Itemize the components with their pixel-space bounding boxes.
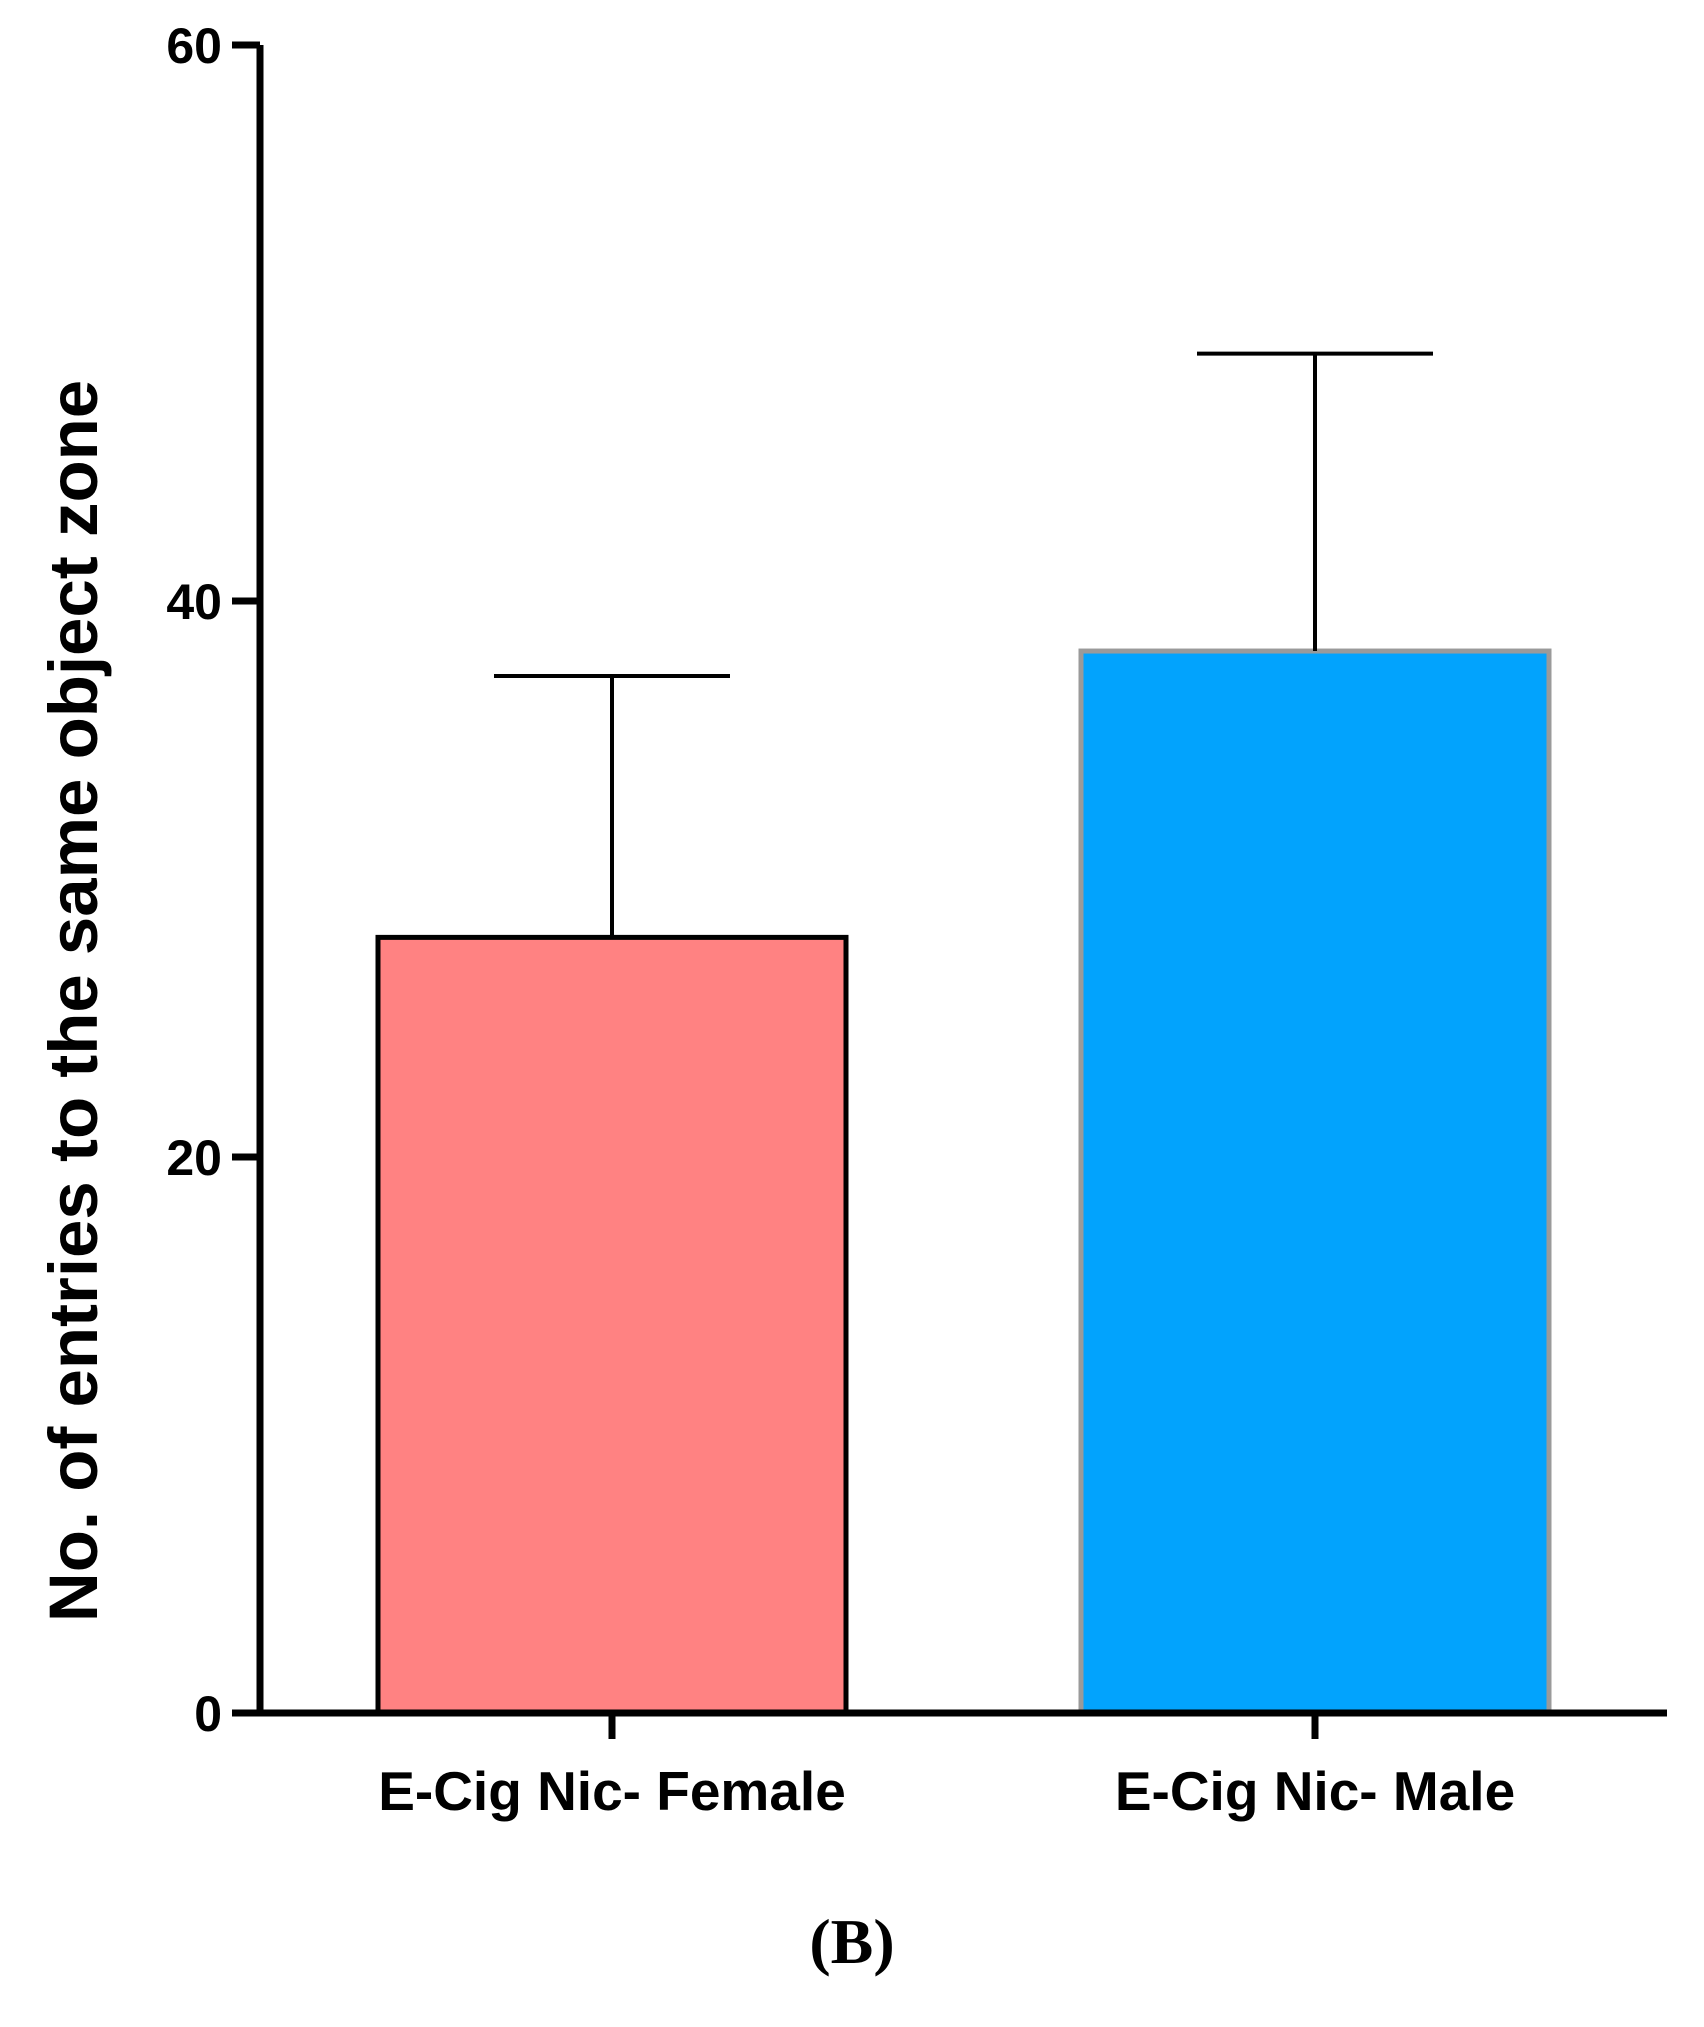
y-ticks-group: 0 20 40 60: [166, 18, 260, 1742]
y-tick-label: 60: [166, 18, 222, 74]
bar-male: [1078, 648, 1552, 1716]
bar-female: [375, 934, 849, 1716]
y-axis-title: No. of entries to the same object zone: [35, 380, 112, 1622]
x-ticks-group: E-Cig Nic- Female E-Cig Nic- Male: [378, 1713, 1515, 1822]
panel-label: (B): [809, 1906, 895, 1977]
y-tick-label: 0: [194, 1686, 222, 1742]
y-tick-label: 40: [166, 574, 222, 630]
x-category-label: E-Cig Nic- Male: [1115, 1760, 1515, 1822]
x-category-label: E-Cig Nic- Female: [378, 1760, 846, 1822]
bars-group: [375, 648, 1552, 1716]
y-tick-label: 20: [166, 1130, 222, 1186]
error-bars-group: [494, 351, 1433, 938]
axes-group: [256, 45, 1667, 1717]
